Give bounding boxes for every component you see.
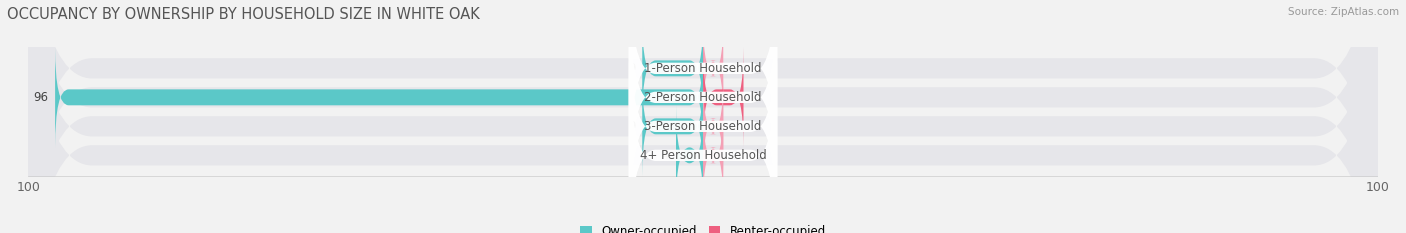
FancyBboxPatch shape: [643, 18, 703, 118]
Text: 1-Person Household: 1-Person Household: [644, 62, 762, 75]
FancyBboxPatch shape: [703, 105, 723, 205]
FancyBboxPatch shape: [25, 0, 1381, 233]
FancyBboxPatch shape: [25, 0, 1381, 233]
FancyBboxPatch shape: [55, 47, 703, 147]
Text: 3-Person Household: 3-Person Household: [644, 120, 762, 133]
FancyBboxPatch shape: [25, 0, 1381, 233]
FancyBboxPatch shape: [643, 76, 703, 176]
Text: 6: 6: [751, 91, 758, 104]
Text: 0: 0: [730, 149, 737, 162]
Text: 0: 0: [730, 120, 737, 133]
FancyBboxPatch shape: [703, 18, 723, 118]
FancyBboxPatch shape: [628, 0, 778, 179]
Text: 0: 0: [730, 62, 737, 75]
FancyBboxPatch shape: [628, 45, 778, 233]
Text: 9: 9: [628, 62, 636, 75]
Text: OCCUPANCY BY OWNERSHIP BY HOUSEHOLD SIZE IN WHITE OAK: OCCUPANCY BY OWNERSHIP BY HOUSEHOLD SIZE…: [7, 7, 479, 22]
FancyBboxPatch shape: [676, 105, 703, 205]
FancyBboxPatch shape: [628, 16, 778, 233]
Text: Source: ZipAtlas.com: Source: ZipAtlas.com: [1288, 7, 1399, 17]
Text: 4: 4: [662, 149, 669, 162]
Text: 9: 9: [628, 120, 636, 133]
Text: 2-Person Household: 2-Person Household: [644, 91, 762, 104]
FancyBboxPatch shape: [628, 0, 778, 208]
Text: 96: 96: [34, 91, 48, 104]
FancyBboxPatch shape: [703, 76, 723, 176]
Legend: Owner-occupied, Renter-occupied: Owner-occupied, Renter-occupied: [575, 220, 831, 233]
Text: 4+ Person Household: 4+ Person Household: [640, 149, 766, 162]
FancyBboxPatch shape: [25, 0, 1381, 233]
FancyBboxPatch shape: [703, 47, 744, 147]
